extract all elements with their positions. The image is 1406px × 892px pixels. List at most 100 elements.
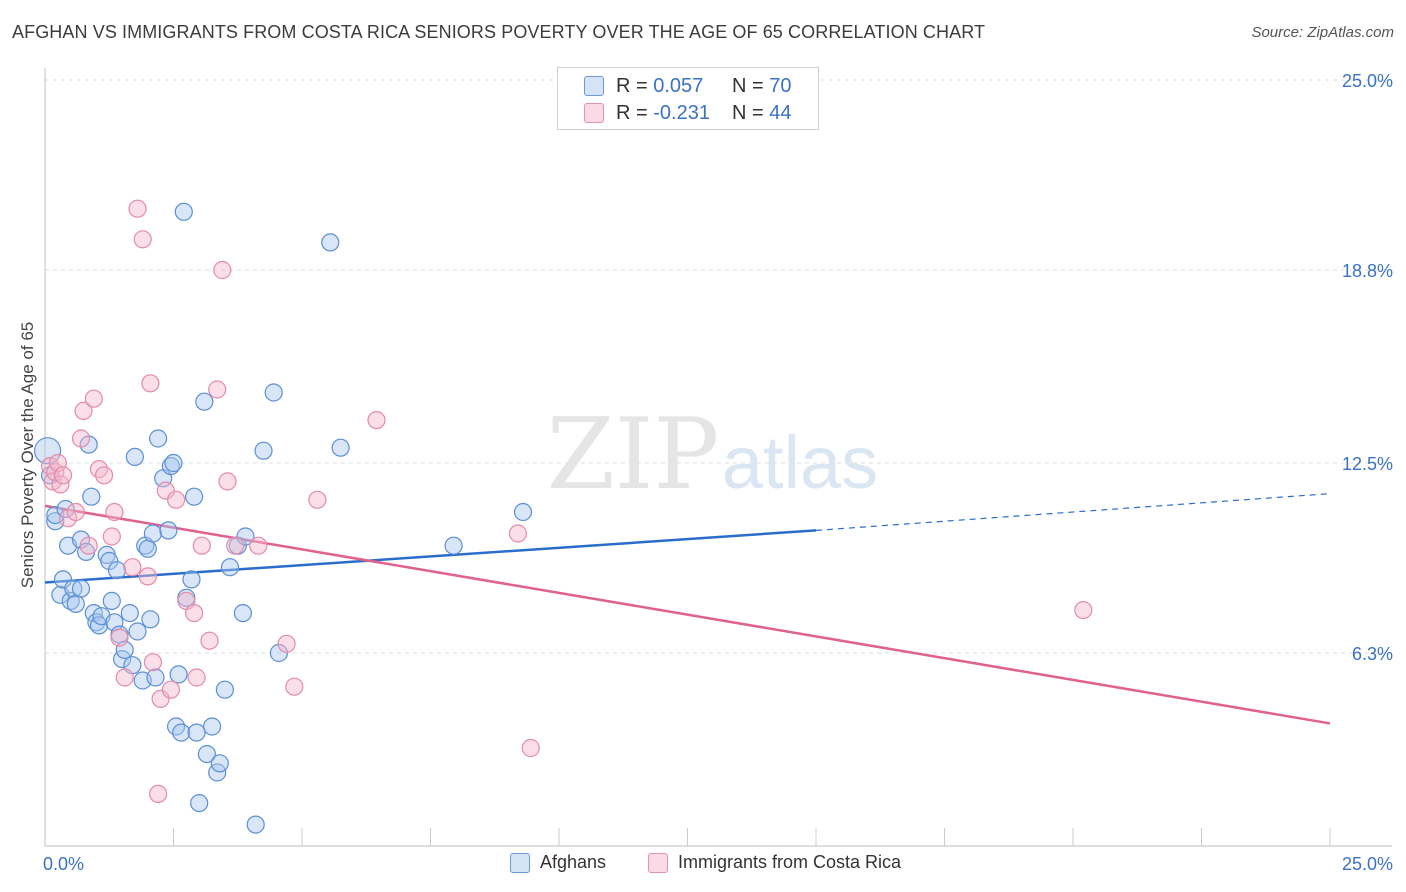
scatter-points bbox=[33, 199, 1093, 834]
afghans-point bbox=[195, 392, 214, 411]
costa-rica-point bbox=[213, 260, 232, 280]
afghans-point bbox=[53, 570, 73, 589]
series-legend: Afghans Immigrants from Costa Rica bbox=[0, 852, 1406, 878]
costa-rica-point bbox=[79, 536, 98, 555]
legend-n-value: 44 bbox=[769, 101, 792, 124]
afghans-point bbox=[107, 561, 127, 580]
afghans-point bbox=[321, 233, 340, 252]
costa-rica-point bbox=[285, 677, 304, 696]
legend-swatch-afghans bbox=[510, 852, 530, 873]
costa-rica-point bbox=[94, 466, 114, 485]
afghans-point bbox=[187, 723, 206, 742]
afghans-point bbox=[174, 202, 193, 221]
costa-rica-point bbox=[167, 490, 186, 509]
axes bbox=[44, 68, 1392, 847]
afghans-point bbox=[138, 539, 157, 558]
y-tick-label: 18.8% bbox=[1342, 261, 1393, 281]
costa-rica-point bbox=[123, 558, 142, 577]
afghans-point bbox=[190, 793, 209, 813]
costa-rica-point bbox=[192, 536, 211, 555]
legend-swatch-afghans bbox=[584, 76, 604, 96]
afghans-point bbox=[66, 594, 85, 614]
y-tick-label: 25.0% bbox=[1342, 71, 1393, 91]
costa-rica-point bbox=[143, 653, 162, 672]
afghans-point bbox=[236, 527, 255, 546]
costa-rica-point bbox=[84, 389, 103, 408]
afghans-point bbox=[182, 570, 201, 589]
costa-rica-point bbox=[249, 536, 268, 555]
afghans-trend-extension bbox=[815, 493, 1331, 532]
legend-r-value: 0.057 bbox=[653, 74, 704, 97]
costa-rica-point bbox=[151, 689, 170, 709]
costa-rica-point bbox=[115, 668, 134, 687]
costa-rica-point bbox=[185, 603, 204, 623]
afghans-point bbox=[125, 447, 144, 466]
watermark: ZIP atlas bbox=[547, 398, 879, 512]
afghans-point bbox=[82, 487, 101, 506]
source-label: Source: ZipAtlas.com bbox=[1251, 24, 1394, 41]
costa-rica-point bbox=[200, 631, 219, 650]
afghans-point bbox=[33, 437, 62, 465]
watermark-zip: ZIP bbox=[547, 398, 720, 512]
afghans-point bbox=[120, 603, 139, 623]
trend-lines bbox=[44, 493, 1331, 725]
afghans-point bbox=[210, 754, 229, 773]
afghans-point bbox=[254, 441, 273, 460]
afghans-point bbox=[197, 744, 216, 764]
costa-rica-point bbox=[138, 567, 157, 586]
afghans-point bbox=[513, 502, 533, 522]
costa-rica-point bbox=[218, 472, 237, 491]
costa-rica-point bbox=[161, 680, 180, 699]
costa-rica-point bbox=[521, 738, 540, 758]
afghans-point bbox=[233, 603, 252, 623]
correlation-legend: R = 0.057 N = 70 R = -0.231 N = 44 bbox=[557, 67, 819, 130]
legend-n-label: N = bbox=[732, 101, 770, 124]
costa-rica-point bbox=[110, 628, 129, 647]
tick-labels: 6.3% 12.5% 18.8% 25.0% 0.0% 25.0% bbox=[43, 71, 1393, 874]
y-tick-label: 6.3% bbox=[1352, 644, 1393, 664]
afghans-point bbox=[128, 622, 147, 641]
y-tick-label: 12.5% bbox=[1342, 454, 1393, 474]
afghans-point bbox=[215, 680, 234, 699]
afghans-point bbox=[100, 551, 119, 571]
costa-rica-point bbox=[149, 784, 168, 804]
afghans-point bbox=[264, 383, 283, 402]
costa-rica-point bbox=[128, 199, 147, 218]
costa-rica-point bbox=[187, 668, 206, 687]
afghans-point bbox=[102, 591, 121, 611]
afghans-point bbox=[141, 610, 160, 629]
costa-rica-trend-line bbox=[44, 504, 1331, 725]
legend-r-label: R = bbox=[616, 101, 654, 124]
legend-r-value: -0.231 bbox=[653, 101, 710, 124]
costa-rica-point bbox=[102, 527, 121, 546]
legend-item-costa-rica[interactable]: Immigrants from Costa Rica bbox=[648, 852, 901, 873]
afghans-point bbox=[246, 815, 265, 834]
costa-rica-point bbox=[156, 481, 175, 500]
legend-label-costa-rica: Immigrants from Costa Rica bbox=[678, 852, 902, 872]
costa-rica-point bbox=[53, 466, 73, 485]
afghans-point bbox=[143, 524, 162, 543]
costa-rica-point bbox=[133, 230, 152, 249]
legend-r-label: R = bbox=[616, 74, 654, 97]
afghans-point bbox=[331, 438, 350, 457]
x-tick-label: 25.0% bbox=[1342, 854, 1393, 874]
legend-swatch-costa-rica bbox=[584, 103, 604, 123]
afghans-point bbox=[185, 487, 204, 506]
x-tick-label: 0.0% bbox=[43, 854, 84, 874]
afghans-point bbox=[146, 668, 165, 687]
costa-rica-point bbox=[277, 634, 296, 653]
legend-swatch-costa-rica bbox=[648, 852, 668, 873]
legend-item-afghans[interactable]: Afghans bbox=[510, 852, 606, 873]
afghans-point bbox=[149, 429, 168, 448]
afghans-point bbox=[71, 579, 91, 598]
costa-rica-point bbox=[226, 536, 245, 555]
afghans-point bbox=[164, 453, 183, 473]
costa-rica-point bbox=[66, 502, 85, 522]
legend-n-value: 70 bbox=[769, 74, 792, 97]
costa-rica-point bbox=[71, 429, 91, 448]
afghans-point bbox=[203, 717, 222, 736]
costa-rica-point bbox=[308, 490, 327, 509]
chart-title: AFGHAN VS IMMIGRANTS FROM COSTA RICA SEN… bbox=[12, 22, 986, 42]
afghans-trend-line bbox=[44, 529, 817, 584]
